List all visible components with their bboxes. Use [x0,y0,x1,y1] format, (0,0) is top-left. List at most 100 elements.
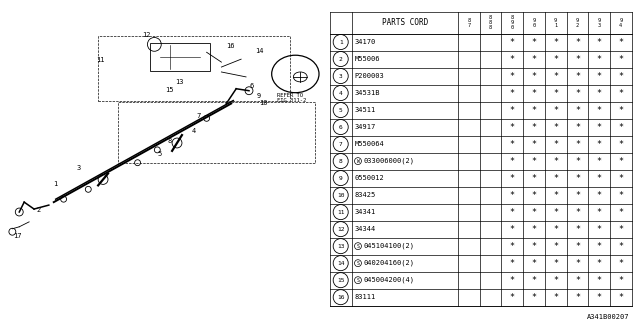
Text: *: * [510,293,515,302]
Text: *: * [596,54,602,64]
Text: *: * [618,259,623,268]
Text: *: * [575,123,580,132]
Text: *: * [553,293,558,302]
Text: *: * [596,225,602,234]
Text: *: * [531,89,536,98]
Text: 11: 11 [337,210,344,215]
Text: 0550012: 0550012 [355,175,384,181]
Text: REFER TO: REFER TO [276,92,303,98]
Text: *: * [575,208,580,217]
Text: 34341: 34341 [355,209,376,215]
Text: 1: 1 [54,181,58,188]
Text: *: * [553,259,558,268]
Text: *: * [531,174,536,183]
Text: 9
1: 9 1 [554,18,557,28]
Text: *: * [618,174,623,183]
Text: 11: 11 [96,57,104,63]
Text: *: * [596,72,602,81]
Text: *: * [618,191,623,200]
Text: *: * [531,242,536,251]
Text: 14: 14 [337,261,344,266]
Text: *: * [553,72,558,81]
Text: *: * [510,54,515,64]
Text: 7: 7 [339,141,342,147]
Text: A341B00207: A341B00207 [587,314,630,320]
Text: *: * [596,140,602,148]
Text: *: * [618,140,623,148]
Text: 040204160(2): 040204160(2) [364,260,414,267]
Text: 8: 8 [339,159,342,164]
Text: 12: 12 [337,227,344,232]
Text: 4: 4 [191,128,196,134]
Text: *: * [553,123,558,132]
Text: S: S [356,261,360,266]
Text: 9
2: 9 2 [576,18,579,28]
Text: *: * [553,174,558,183]
Text: 14: 14 [255,48,264,54]
Text: *: * [575,242,580,251]
Text: 3: 3 [76,164,81,171]
Text: 9: 9 [339,176,342,180]
Text: *: * [618,276,623,285]
Text: 34170: 34170 [355,39,376,45]
Text: *: * [575,191,580,200]
Text: 8
7: 8 7 [467,18,470,28]
Text: 16: 16 [337,295,344,300]
Text: 10: 10 [337,193,344,198]
Text: *: * [596,259,602,268]
Text: *: * [575,174,580,183]
Text: *: * [531,140,536,148]
Text: *: * [531,225,536,234]
Text: M550064: M550064 [355,141,384,147]
Text: 6: 6 [339,124,342,130]
Text: 34344: 34344 [355,226,376,232]
Text: *: * [510,123,515,132]
Text: 15: 15 [337,278,344,283]
Bar [150,44,209,71]
Text: *: * [510,208,515,217]
Text: *: * [553,242,558,251]
Text: PARTS CORD: PARTS CORD [381,18,428,27]
Text: 17: 17 [13,233,22,239]
Text: *: * [575,54,580,64]
Text: *: * [531,72,536,81]
Text: *: * [531,293,536,302]
Text: *: * [510,276,515,285]
Text: P200003: P200003 [355,73,384,79]
Text: 12: 12 [142,33,150,38]
Text: *: * [596,156,602,165]
Text: *: * [618,89,623,98]
Text: 3: 3 [339,74,342,78]
Bar [118,101,315,163]
Text: *: * [618,37,623,46]
Text: *: * [510,242,515,251]
Text: *: * [618,156,623,165]
Text: *: * [596,242,602,251]
Text: M55006: M55006 [355,56,380,62]
Text: 5: 5 [157,151,161,157]
Text: *: * [553,208,558,217]
Text: *: * [596,174,602,183]
Text: *: * [510,89,515,98]
Text: *: * [575,140,580,148]
Bar [98,36,291,100]
Text: *: * [618,293,623,302]
Text: *: * [575,72,580,81]
Text: *: * [510,259,515,268]
Text: *: * [575,106,580,115]
Text: *: * [618,208,623,217]
Text: *: * [575,276,580,285]
Text: 16: 16 [226,43,234,49]
Text: 34531B: 34531B [355,90,380,96]
Text: *: * [553,37,558,46]
Text: 9
4: 9 4 [619,18,622,28]
Text: *: * [596,191,602,200]
Text: *: * [510,140,515,148]
Text: S: S [356,278,360,283]
Text: 13: 13 [175,79,183,85]
Text: 9: 9 [257,93,261,99]
Text: *: * [596,293,602,302]
Text: *: * [575,89,580,98]
Text: *: * [510,156,515,165]
Text: *: * [575,225,580,234]
